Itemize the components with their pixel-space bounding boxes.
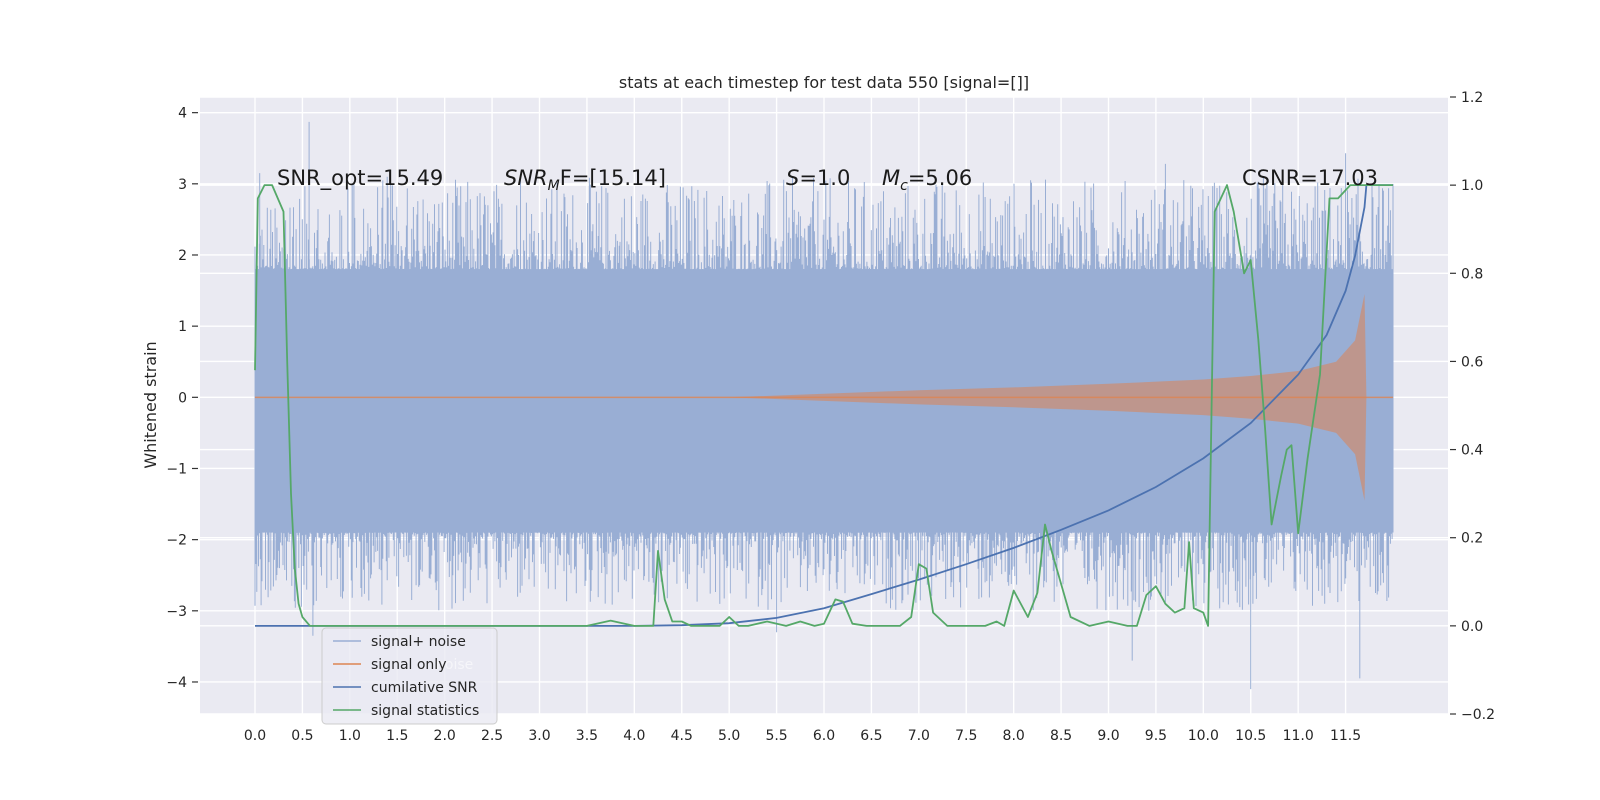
mc-sub: c: [900, 178, 908, 194]
x-tick-label-14: 7.0: [908, 728, 930, 744]
x-tick-label-17: 8.5: [1050, 728, 1072, 744]
x-tick-label-5: 2.5: [481, 728, 503, 744]
y-tick-label-2: −2: [166, 533, 187, 549]
x-tick-label-13: 6.5: [860, 728, 882, 744]
y-tick-label-1: −3: [166, 604, 187, 620]
y2-tick-label-2: 0.2: [1461, 531, 1483, 547]
snr-mf-var: SNR: [504, 166, 548, 190]
y-axis-label: Whitened strain: [141, 341, 160, 468]
legend-ghost-text: noise: [436, 657, 473, 673]
csnr-line: [255, 184, 1393, 627]
annotation-csnr: CSNR=17.03: [1242, 166, 1378, 190]
y-tick-label-4: 0: [178, 390, 187, 406]
x-tick-label-4: 2.0: [434, 728, 456, 744]
y2-tick-label-6: 1.0: [1461, 178, 1483, 194]
y2-tick-label-1: 0.0: [1461, 619, 1483, 635]
x-tick-label-21: 10.5: [1235, 728, 1266, 744]
x-tick-label-3: 1.5: [386, 728, 408, 744]
legend-label-noise: signal+ noise: [371, 634, 466, 650]
csnr-series: [255, 184, 1393, 627]
y2-tick-label-3: 0.4: [1461, 443, 1483, 459]
x-tick-label-1: 0.5: [291, 728, 313, 744]
y2-tick-label-5: 0.8: [1461, 266, 1483, 282]
x-tick-label-6: 3.0: [528, 728, 550, 744]
x-tick-label-15: 7.5: [955, 728, 977, 744]
stats-line: [254, 184, 1393, 627]
y2-tick-label-0: −0.2: [1461, 707, 1495, 723]
y2-tick-label-7: 1.2: [1461, 90, 1483, 106]
y2-tick-label-4: 0.6: [1461, 354, 1483, 370]
y-tick-label-6: 2: [178, 248, 187, 264]
legend-label-stats: signal statistics: [371, 703, 479, 719]
x-tick-label-0: 0.0: [244, 728, 266, 744]
signal-series: [255, 294, 1393, 501]
annotations: SNR_opt=15.49 SNRMF=[15.14] S=1.0 Mc=5.0…: [277, 166, 1378, 194]
x-tick-label-10: 5.0: [718, 728, 740, 744]
x-tick-label-16: 8.0: [1003, 728, 1025, 744]
snr-mf-rest: F=[15.14]: [560, 166, 666, 190]
chart-title: stats at each timestep for test data 550…: [619, 73, 1029, 92]
x-tick-label-22: 11.0: [1283, 728, 1314, 744]
x-tick-label-20: 10.0: [1188, 728, 1219, 744]
x-tick-label-2: 1.0: [339, 728, 361, 744]
x-axis: 0.0 0.5 1.0 1.5 2.0 2.5 3.0 3.5 4.0 4.5 5.0 5.5 6.0 6…: [244, 728, 1361, 744]
s-rest: =1.0: [799, 166, 850, 190]
x-tick-label-11: 5.5: [765, 728, 787, 744]
y-axis: −4 −3 −2 −1 0 1 2 3 4: [166, 106, 198, 691]
y-tick-label-8: 4: [178, 106, 187, 122]
annotation-mc: Mc=5.06: [882, 166, 972, 194]
annotation-s: S=1.0: [786, 166, 850, 190]
legend: noise signal+ noise signal only cumilati…: [321, 627, 498, 725]
y-tick-label-5: 1: [178, 319, 187, 335]
legend-label-csnr: cumilative SNR: [371, 680, 478, 696]
y-tick-label-7: 3: [178, 177, 187, 193]
x-tick-label-23: 11.5: [1330, 728, 1361, 744]
x-tick-label-12: 6.0: [813, 728, 835, 744]
y2-axis: −0.2 0.0 0.2 0.4 0.6 0.8 1.0 1.2: [1450, 90, 1495, 723]
legend-box: [321, 627, 498, 725]
y-tick-label-3: −1: [166, 461, 187, 477]
mc-rest: =5.06: [908, 166, 972, 190]
annotation-snr-opt: SNR_opt=15.49: [277, 166, 443, 191]
s-var: S: [786, 166, 799, 190]
x-tick-label-9: 4.5: [671, 728, 693, 744]
snr-mf-sub: M: [548, 178, 560, 194]
x-tick-label-18: 9.0: [1097, 728, 1119, 744]
y-tick-label-0: −4: [166, 675, 187, 691]
legend-label-signal: signal only: [371, 657, 446, 673]
stats-series: [254, 184, 1393, 627]
annotation-snr-mf: SNRMF=[15.14]: [504, 166, 666, 194]
mc-var: M: [882, 166, 900, 190]
x-tick-label-7: 3.5: [576, 728, 598, 744]
x-tick-label-8: 4.0: [623, 728, 645, 744]
x-tick-label-19: 9.5: [1145, 728, 1167, 744]
